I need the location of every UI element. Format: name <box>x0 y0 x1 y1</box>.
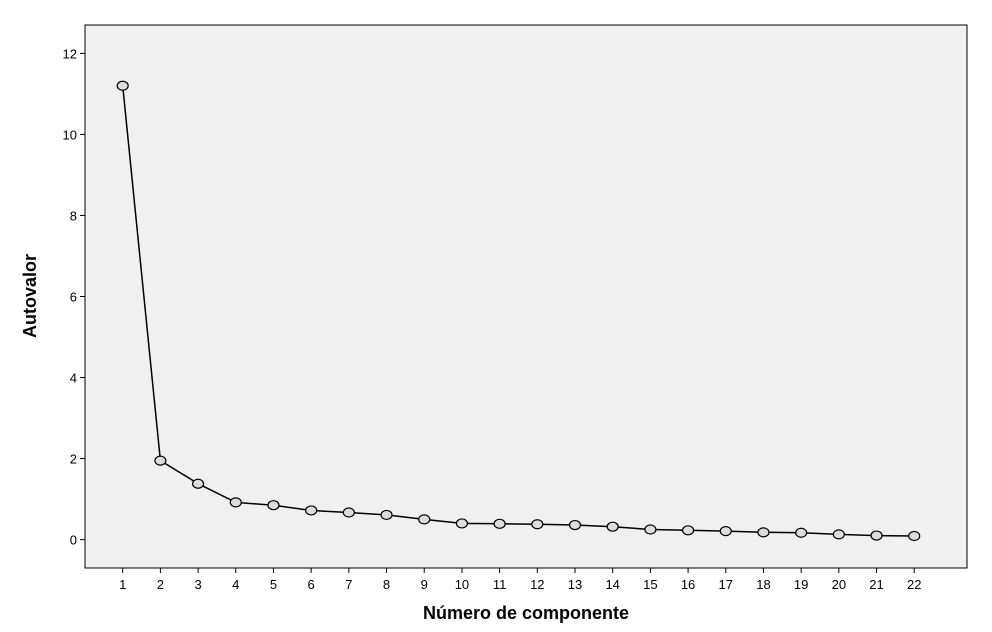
y-axis: 0 2 4 6 8 10 12 <box>63 46 85 548</box>
x-tick-label: 22 <box>907 577 921 592</box>
x-tick-label: 6 <box>308 577 315 592</box>
x-axis: 1 2 3 4 5 6 7 8 9 10 11 12 13 14 15 16 17 18 19 20 21 22 <box>119 568 921 592</box>
y-tick-label: 2 <box>70 452 77 467</box>
data-point <box>267 500 280 511</box>
x-tick-label: 2 <box>157 577 164 592</box>
data-point <box>795 527 808 538</box>
x-tick-label: 19 <box>794 577 808 592</box>
data-point <box>606 521 619 532</box>
data-point <box>832 529 845 540</box>
data-markers <box>116 80 921 542</box>
data-point <box>116 80 129 91</box>
x-tick-label: 5 <box>270 577 277 592</box>
x-tick-label: 18 <box>756 577 770 592</box>
data-point <box>380 509 393 521</box>
x-tick-label: 20 <box>832 577 846 592</box>
data-point <box>229 497 242 508</box>
x-tick-label: 10 <box>455 577 469 592</box>
data-point <box>644 524 657 535</box>
data-point <box>305 505 318 516</box>
y-tick-label: 12 <box>63 46 77 61</box>
data-point <box>493 518 506 529</box>
x-axis-title: Número de componente <box>423 603 629 623</box>
data-point <box>191 478 205 489</box>
data-point <box>681 525 695 536</box>
x-tick-label: 14 <box>605 577 619 592</box>
data-point <box>757 527 770 538</box>
x-tick-label: 4 <box>232 577 239 592</box>
y-tick-label: 4 <box>70 371 77 386</box>
data-point <box>531 519 544 530</box>
x-tick-label: 7 <box>345 577 352 592</box>
data-point <box>342 507 355 518</box>
data-point <box>568 519 582 531</box>
data-point <box>908 530 921 542</box>
y-tick-label: 8 <box>70 208 77 223</box>
data-point <box>455 518 469 529</box>
y-tick-label: 10 <box>63 127 77 142</box>
x-tick-label: 12 <box>530 577 544 592</box>
data-point <box>154 455 167 466</box>
series-line <box>121 85 915 537</box>
y-tick-label: 0 <box>70 533 77 548</box>
x-tick-label: 8 <box>383 577 390 592</box>
x-tick-label: 3 <box>194 577 201 592</box>
y-axis-title: Autovalor <box>20 254 40 338</box>
x-tick-label: 11 <box>493 577 507 592</box>
plot-area <box>84 24 968 569</box>
data-point <box>418 514 431 525</box>
y-tick-label: 6 <box>70 290 77 305</box>
x-tick-label: 9 <box>421 577 428 592</box>
data-point <box>719 526 732 537</box>
data-point <box>870 530 883 541</box>
x-tick-label: 21 <box>869 577 883 592</box>
x-tick-label: 1 <box>119 577 126 592</box>
x-tick-label: 15 <box>643 577 657 592</box>
x-tick-label: 17 <box>719 577 733 592</box>
x-tick-label: 16 <box>681 577 695 592</box>
x-tick-label: 13 <box>568 577 582 592</box>
